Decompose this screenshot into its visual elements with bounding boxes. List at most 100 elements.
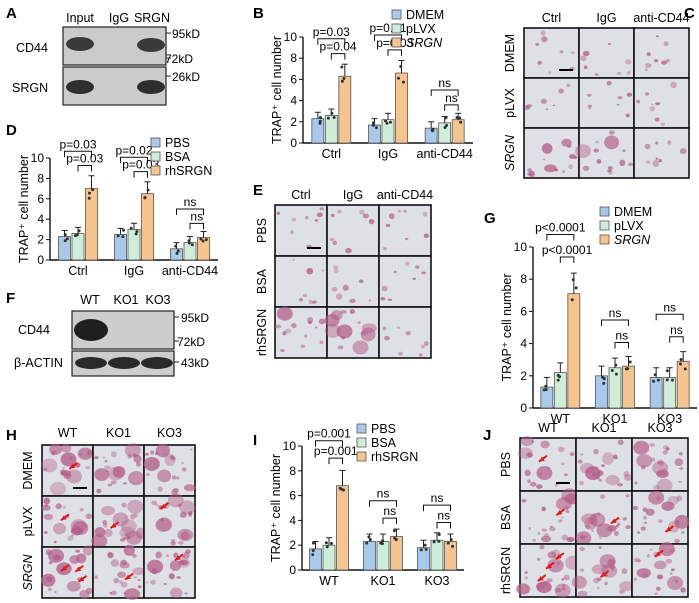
stained-cell: [619, 581, 635, 591]
panel-letter-a: A: [6, 5, 17, 22]
stained-cell: [276, 306, 293, 321]
stained-cell: [151, 568, 158, 575]
stained-cell: [669, 572, 673, 575]
stained-cell: [125, 530, 142, 545]
row-label: PBS: [255, 218, 269, 243]
stained-cell: [654, 560, 667, 570]
bar-rhsrgn: [444, 541, 457, 571]
stained-cell: [520, 435, 534, 447]
bar-srgn: [567, 293, 581, 409]
stained-cell: [168, 573, 175, 580]
stained-cell: [336, 324, 353, 339]
stained-cell: [645, 160, 651, 164]
stained-cell: [50, 481, 67, 496]
stained-cell: [598, 479, 603, 482]
micrograph-tile: [633, 127, 690, 179]
bar-srgn: [676, 360, 690, 409]
y-tick-label: 8: [290, 51, 297, 65]
stained-cell: [674, 458, 684, 467]
data-point: [679, 357, 683, 361]
data-point: [146, 188, 150, 192]
stained-cell: [380, 296, 386, 301]
stained-cell: [188, 511, 193, 516]
stained-cell: [527, 479, 531, 483]
stained-cell: [674, 538, 680, 544]
stained-cell: [553, 168, 559, 172]
panel-letter-h: H: [6, 427, 17, 444]
stained-cell: [284, 328, 292, 334]
stained-cell: [613, 531, 619, 536]
p-value-label: p<0.0001: [542, 243, 593, 257]
row-label: BSA: [499, 504, 513, 530]
significance-bracket: [669, 336, 684, 343]
stained-cell: [404, 237, 409, 241]
stained-cell: [583, 65, 588, 70]
stained-cell: [649, 443, 655, 447]
lane-label-wt: WT: [80, 293, 100, 307]
y-tick-label: 10: [31, 151, 45, 165]
stained-cell: [658, 519, 663, 524]
stained-cell: [655, 157, 659, 160]
legend-label: DMEM: [406, 8, 444, 22]
data-point: [570, 298, 574, 302]
data-point: [444, 116, 448, 120]
micrograph-tile: [378, 255, 432, 308]
bar-srgn: [395, 72, 408, 144]
micrograph-panel-c: C Ctrl IgG anti-CD44 DMEM pLVX SRGN: [503, 5, 695, 179]
stained-cell: [150, 500, 158, 506]
stained-cell: [583, 50, 590, 57]
stained-cell: [615, 524, 619, 528]
column-label: KO1: [106, 426, 131, 440]
y-tick-label: 2: [37, 233, 44, 247]
legend-swatch: [391, 37, 402, 48]
stained-cell: [579, 480, 585, 486]
stained-cell: [536, 466, 553, 481]
stained-cell: [646, 52, 651, 57]
stained-cell: [359, 209, 365, 215]
stained-cell: [60, 443, 72, 453]
stained-cell: [626, 92, 633, 97]
stained-cell: [104, 528, 113, 538]
stained-cell: [579, 462, 595, 474]
data-point: [446, 541, 450, 545]
data-point: [394, 538, 398, 542]
y-tick-label: 4: [289, 513, 296, 527]
stained-cell: [302, 293, 308, 298]
stained-cell: [657, 459, 664, 465]
stained-cell: [48, 560, 53, 565]
stained-cell: [675, 580, 679, 583]
stained-cell: [43, 497, 51, 505]
row-label: rhSRGN: [255, 309, 269, 356]
stained-cell: [597, 586, 600, 589]
stained-cell: [565, 509, 570, 513]
stained-cell: [661, 501, 675, 511]
data-point: [388, 120, 392, 124]
data-point: [143, 196, 147, 200]
micrograph-panel-h: H WT KO1 KO3 DMEM pLVX SRGN: [6, 426, 196, 600]
y-tick-label: 8: [289, 464, 296, 478]
legend-label: SRGN: [406, 36, 443, 50]
y-tick-label: 8: [37, 171, 44, 185]
data-point: [134, 232, 138, 236]
stained-cell: [79, 453, 83, 456]
stained-cell: [110, 451, 117, 458]
stained-cell: [560, 462, 565, 466]
micrograph-tile: [326, 255, 380, 308]
row-label: PBS: [499, 452, 513, 477]
stained-cell: [85, 587, 93, 595]
stained-cell: [678, 452, 683, 456]
x-tick-label: IgG: [124, 264, 144, 278]
red-arrow-head: [69, 463, 76, 469]
stained-cell: [121, 502, 127, 508]
bar-dmem: [311, 118, 325, 144]
stained-cell: [596, 577, 602, 582]
blot-row-label-cd44: CD44: [16, 41, 48, 55]
p-value-label: ns: [670, 323, 683, 337]
stained-cell: [86, 450, 92, 456]
stained-cell: [385, 223, 391, 227]
stained-cell: [179, 500, 196, 515]
p-value-label: p=0.03: [122, 158, 159, 172]
blot-row-label-actin: β-ACTIN: [14, 356, 63, 370]
stained-cell: [107, 466, 124, 481]
